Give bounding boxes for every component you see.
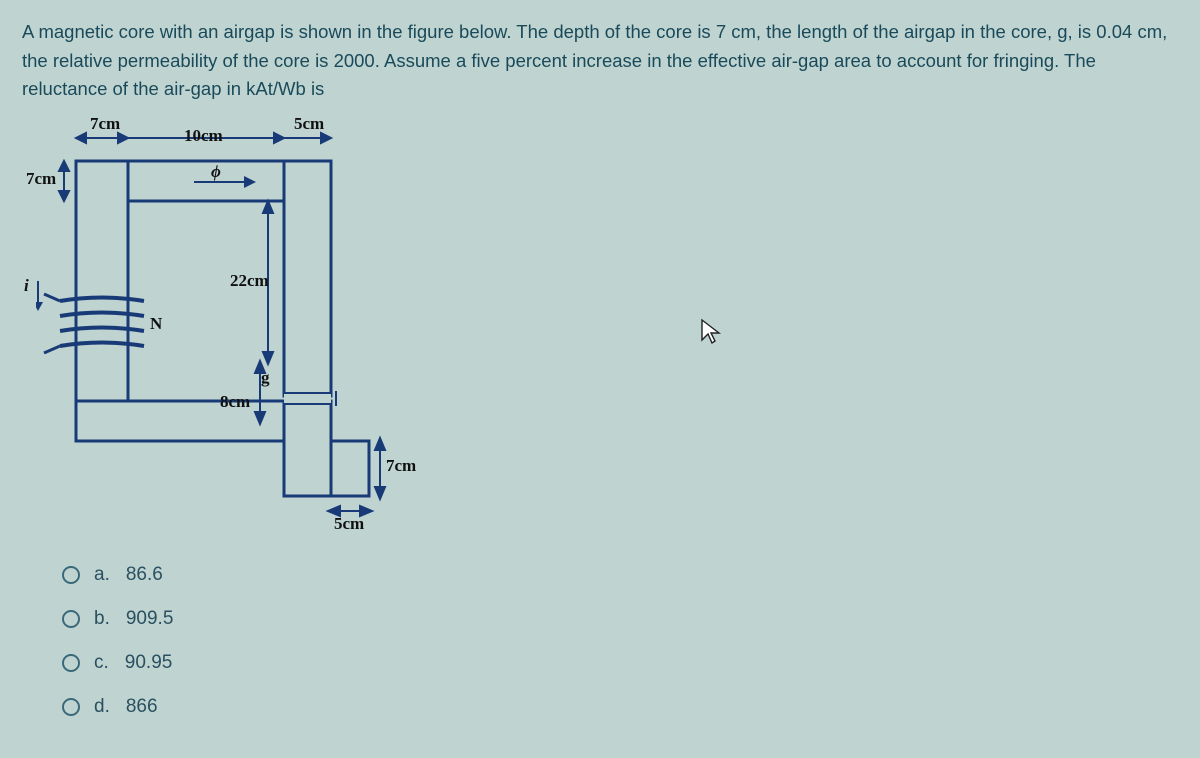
- label-22cm: 22cm: [230, 271, 269, 291]
- label-phi: ϕ: [211, 162, 221, 182]
- option-letter: b.: [94, 608, 110, 630]
- option-value: 86.6: [126, 564, 163, 586]
- label-8cm: 8cm: [220, 392, 250, 412]
- option-c[interactable]: c. 90.95: [62, 652, 1178, 674]
- label-top-10cm: 10cm: [184, 126, 223, 146]
- option-value: 909.5: [126, 608, 174, 630]
- label-top-7cm: 7cm: [90, 114, 120, 134]
- radio-icon[interactable]: [62, 654, 80, 672]
- label-right-7cm: 7cm: [386, 456, 416, 476]
- radio-icon[interactable]: [62, 698, 80, 716]
- label-g: g: [261, 368, 270, 388]
- label-top-5cm: 5cm: [294, 114, 324, 134]
- cursor-icon: [700, 318, 722, 351]
- option-value: 90.95: [125, 652, 173, 674]
- label-bottom-5cm: 5cm: [334, 514, 364, 534]
- question-text: A magnetic core with an airgap is shown …: [22, 18, 1172, 104]
- label-i: i: [24, 276, 29, 296]
- option-letter: d.: [94, 696, 110, 718]
- label-n: N: [150, 314, 162, 334]
- option-a[interactable]: a. 86.6: [62, 564, 1178, 586]
- option-letter: c.: [94, 652, 109, 674]
- option-d[interactable]: d. 866: [62, 696, 1178, 718]
- radio-icon[interactable]: [62, 566, 80, 584]
- option-b[interactable]: b. 909.5: [62, 608, 1178, 630]
- answer-options: a. 86.6 b. 909.5 c. 90.95 d. 866: [62, 564, 1178, 718]
- option-value: 866: [126, 696, 158, 718]
- radio-icon[interactable]: [62, 610, 80, 628]
- option-letter: a.: [94, 564, 110, 586]
- magnetic-core-figure: 7cm 10cm 5cm 7cm 22cm g 8cm 7cm 5cm i N …: [22, 116, 402, 536]
- label-left-7cm: 7cm: [26, 169, 56, 189]
